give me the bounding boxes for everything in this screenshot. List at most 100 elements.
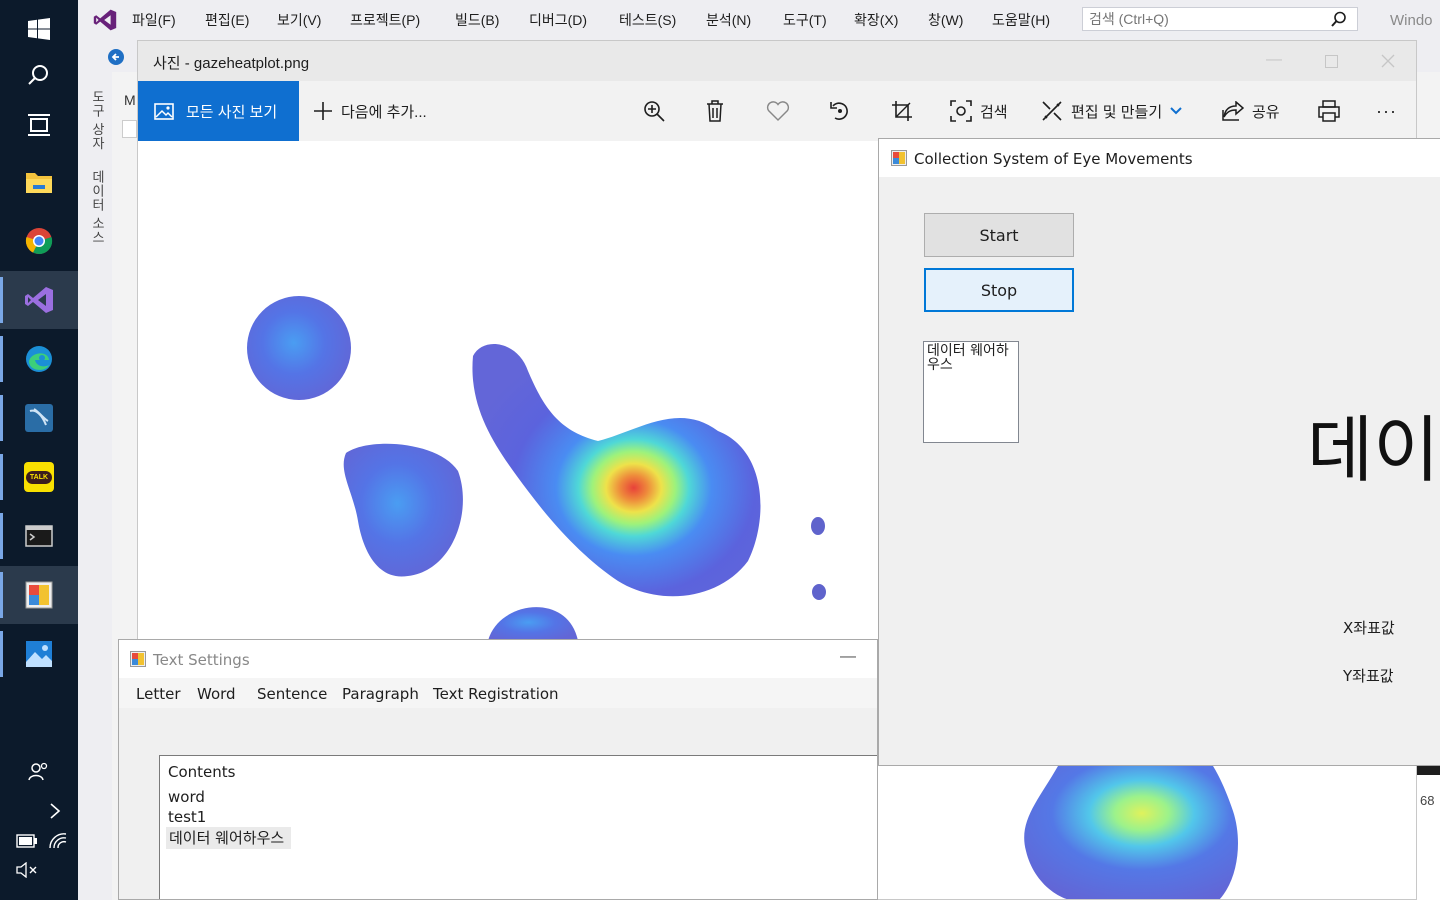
gaze-heatmap-image <box>247 296 1416 899</box>
maximize-button[interactable] <box>1325 55 1338 68</box>
taskbar-winforms-app[interactable] <box>0 566 78 624</box>
file-explorer-icon <box>26 173 52 193</box>
menu-file[interactable]: 파일(F) <box>132 12 176 28</box>
toolbox-tab[interactable]: 도구 상자 <box>90 90 105 151</box>
vs-right-panel: 68 <box>1417 765 1440 900</box>
heat-blob <box>343 443 463 577</box>
stop-button[interactable]: Stop <box>924 268 1074 312</box>
taskbar-terminal[interactable] <box>0 507 78 565</box>
menu-test[interactable]: 테스트(S) <box>619 12 677 28</box>
winforms-app-icon <box>25 581 53 609</box>
zoom-button[interactable] <box>643 81 665 141</box>
menu-text-registration[interactable]: Text Registration <box>433 685 559 703</box>
close-button[interactable] <box>1381 54 1395 68</box>
taskbar-photos[interactable] <box>0 625 78 683</box>
navigate-back-button[interactable] <box>108 49 124 65</box>
x-coordinate-label: X좌표값 <box>1343 619 1395 637</box>
mysql-workbench-icon <box>25 404 53 432</box>
list-item[interactable]: word <box>168 788 205 806</box>
menu-word[interactable]: Word <box>197 685 236 703</box>
kakaotalk-label: TALK <box>25 470 53 484</box>
stop-label: Stop <box>980 280 1018 300</box>
visual-studio-icon <box>25 287 53 313</box>
heat-dot <box>812 584 826 600</box>
taskbar-kakaotalk[interactable]: TALK <box>0 448 78 506</box>
text-settings-menubar: Letter Word Sentence Paragraph Text Regi… <box>119 678 877 708</box>
menu-edit[interactable]: 편집(E) <box>205 12 250 28</box>
start-label: Start <box>979 225 1019 245</box>
crop-button[interactable] <box>891 81 913 141</box>
windows-start-icon <box>28 18 50 40</box>
visual-search-button[interactable]: 검색 <box>950 81 1008 141</box>
see-more-button[interactable]: ··· <box>1376 100 1397 121</box>
contents-header[interactable]: Contents <box>168 763 236 781</box>
menu-build[interactable]: 빌드(B) <box>455 12 500 28</box>
trash-icon <box>707 100 723 122</box>
menu-view[interactable]: 보기(V) <box>277 12 322 28</box>
edit-create-icon <box>1042 101 1062 121</box>
menu-extensions[interactable]: 확장(X) <box>854 12 899 28</box>
rotate-icon <box>830 102 848 120</box>
zoom-in-icon <box>644 101 665 122</box>
visual-search-label: 검색 <box>980 103 1008 121</box>
photos-toolbar: 모든 사진 보기 다음에 추가... 검색 편집 및 만들기 <box>138 81 1416 141</box>
rotate-button[interactable] <box>829 81 851 141</box>
taskbar-edge[interactable] <box>0 330 78 388</box>
network-button[interactable] <box>48 832 68 850</box>
menu-paragraph[interactable]: Paragraph <box>342 685 419 703</box>
print-button[interactable] <box>1318 81 1340 141</box>
taskbar-visual-studio[interactable] <box>0 271 78 329</box>
taskbar-chrome[interactable] <box>0 212 78 270</box>
volume-mute-icon <box>16 862 37 878</box>
edit-create-button[interactable]: 편집 및 만들기 <box>1041 81 1182 141</box>
menu-window[interactable]: 창(W) <box>928 12 964 28</box>
see-all-photos-button[interactable]: 모든 사진 보기 <box>138 81 299 141</box>
menu-sentence[interactable]: Sentence <box>257 685 328 703</box>
volume-button[interactable] <box>16 862 38 878</box>
task-view-icon <box>28 114 50 136</box>
people-icon <box>28 762 48 781</box>
start-button[interactable]: Start <box>924 213 1074 257</box>
text-settings-titlebar: Text Settings — <box>119 640 877 678</box>
taskbar-file-explorer[interactable] <box>0 153 78 211</box>
taskbar: TALK <box>0 0 78 900</box>
battery-button[interactable] <box>16 834 38 848</box>
share-button[interactable]: 공유 <box>1222 81 1280 141</box>
menu-project[interactable]: 프로젝트(P) <box>350 12 421 28</box>
menu-tools[interactable]: 도구(T) <box>783 12 827 28</box>
visual-studio-logo-icon <box>93 9 117 31</box>
word-listbox[interactable]: 데이터 웨어하우스 <box>923 341 1019 443</box>
menu-debug[interactable]: 디버그(D) <box>529 12 588 28</box>
photos-icon <box>154 103 174 120</box>
battery-icon <box>16 834 37 848</box>
show-hidden-icons-button[interactable] <box>48 802 62 820</box>
listbox-item[interactable]: 데이터 웨어하우스 <box>927 343 1009 373</box>
contents-listview[interactable]: Contents word test1 데이터 웨어하우스 <box>159 755 877 899</box>
menu-analyze[interactable]: 분석(N) <box>706 12 752 28</box>
taskbar-mysql-workbench[interactable] <box>0 389 78 447</box>
delete-button[interactable] <box>705 81 725 141</box>
app-icon <box>130 651 146 667</box>
data-sources-tab[interactable]: 데이터 소스 <box>90 170 105 245</box>
heat-blob-main <box>472 344 761 597</box>
minimize-button[interactable]: — <box>1266 51 1282 68</box>
list-item[interactable]: test1 <box>168 808 207 826</box>
vs-doc-tab[interactable]: M <box>124 92 136 108</box>
list-item-selected[interactable]: 데이터 웨어하우스 <box>166 827 292 849</box>
vs-status-number: 68 <box>1420 793 1435 808</box>
menu-letter[interactable]: Letter <box>136 685 181 703</box>
favorite-button[interactable] <box>766 81 790 141</box>
task-view-button[interactable] <box>0 96 78 154</box>
menu-help[interactable]: 도움말(H) <box>992 12 1051 28</box>
edit-create-label: 편집 및 만들기 <box>1071 103 1163 121</box>
start-button[interactable] <box>0 0 78 58</box>
people-button[interactable] <box>28 760 50 782</box>
vs-search-box[interactable] <box>1082 7 1358 31</box>
minimize-button[interactable]: — <box>840 648 856 665</box>
add-to-label: 다음에 추가... <box>341 103 427 121</box>
vs-search-input[interactable] <box>1083 8 1335 30</box>
search-icon <box>28 65 48 85</box>
eye-movement-window: Collection System of Eye Movements Start… <box>878 138 1440 766</box>
add-to-button[interactable]: 다음에 추가... <box>313 81 427 141</box>
taskbar-search-button[interactable] <box>0 46 78 104</box>
